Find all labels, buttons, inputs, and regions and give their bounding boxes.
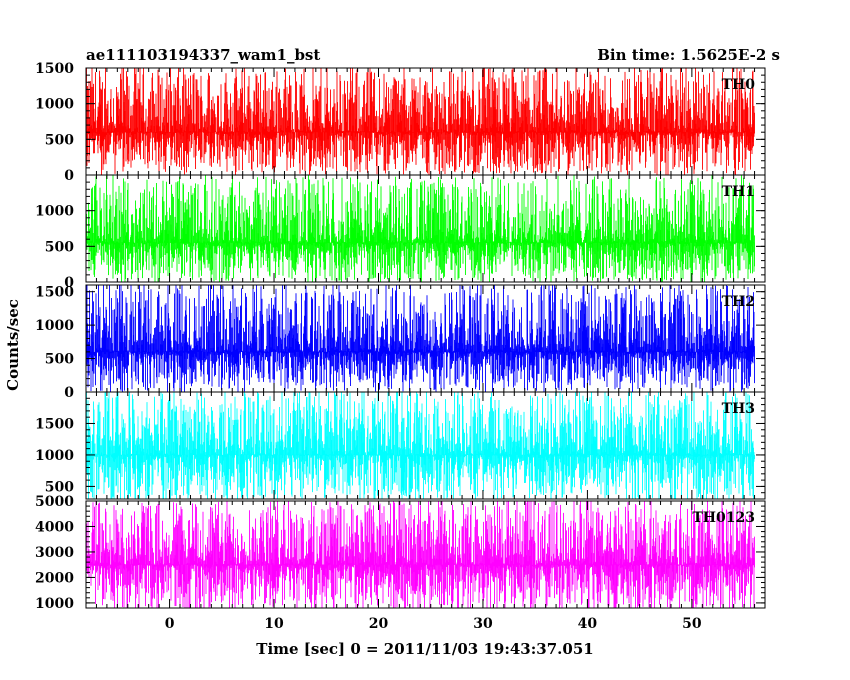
x-tick-label: 50 — [682, 616, 702, 632]
panel-frame — [85, 284, 766, 393]
y-tick-label: 500 — [45, 132, 74, 148]
panel-frame — [85, 174, 766, 283]
y-tick-label: 0 — [64, 168, 74, 184]
y-tick-label: 500 — [45, 352, 74, 368]
panel-th2: 0 500 1000 1500 TH2 — [35, 284, 766, 401]
y-tick-label: 0 — [64, 275, 74, 291]
series-line-th3 — [86, 392, 755, 499]
series-line-th0123 — [86, 501, 755, 608]
x-tick-label: 10 — [264, 616, 284, 632]
panel-label-th0: TH0 — [722, 77, 756, 93]
y-axis-label: Counts/sec — [4, 299, 22, 391]
series-line-th2 — [86, 285, 755, 392]
y-tick-label: 1000 — [35, 318, 74, 334]
panel-label-th2: TH2 — [722, 294, 755, 310]
panel-th3: 500 1000 1500 TH3 — [35, 391, 766, 500]
chart-title-left: ae111103194337_wam1_bst — [86, 46, 320, 64]
y-tick-label: 1500 — [35, 285, 74, 301]
y-tick-label: 1500 — [35, 416, 74, 432]
x-tick-label: 0 — [165, 616, 175, 632]
y-tick-label: 1000 — [35, 596, 74, 612]
y-tick-label: 4000 — [35, 519, 74, 535]
panel-label-th1: TH1 — [722, 184, 755, 200]
series-line-th0 — [86, 68, 755, 175]
y-tick-label: 0 — [64, 385, 74, 401]
y-tick-label: 500 — [45, 239, 74, 255]
panel-label-th0123: TH0123 — [692, 510, 755, 526]
panel-label-th3: TH3 — [722, 401, 755, 417]
panel-frame — [85, 391, 766, 500]
y-tick-label: 1500 — [35, 61, 74, 77]
x-tick-label: 30 — [473, 616, 493, 632]
y-tick-label: 1000 — [35, 204, 74, 220]
panels-group: 050010001500TH005001000TH1050010001500TH… — [35, 61, 766, 632]
panel-th0123: 1000 2000 3000 4000 5000 TH0123 — [35, 494, 766, 612]
y-tick-label: 3000 — [35, 545, 74, 561]
panel-th1: 0 500 1000 TH1 — [35, 174, 766, 291]
x-axis-label: Time [sec] 0 = 2011/11/03 19:43:37.051 — [256, 640, 593, 658]
y-tick-label: 1000 — [35, 97, 74, 113]
chart-title-right: Bin time: 1.5625E-2 s — [597, 46, 780, 64]
x-tick-label: 20 — [369, 616, 389, 632]
panel-frame — [85, 500, 766, 609]
y-tick-label: 1000 — [35, 448, 74, 464]
y-tick-label: 2000 — [35, 570, 74, 586]
series-line-th1 — [86, 175, 755, 282]
x-tick-label: 40 — [578, 616, 598, 632]
y-tick-label: 5000 — [35, 494, 74, 510]
y-tick-label: 500 — [45, 479, 74, 495]
panel-th0: 0 500 1000 1500 TH0 — [35, 61, 766, 184]
